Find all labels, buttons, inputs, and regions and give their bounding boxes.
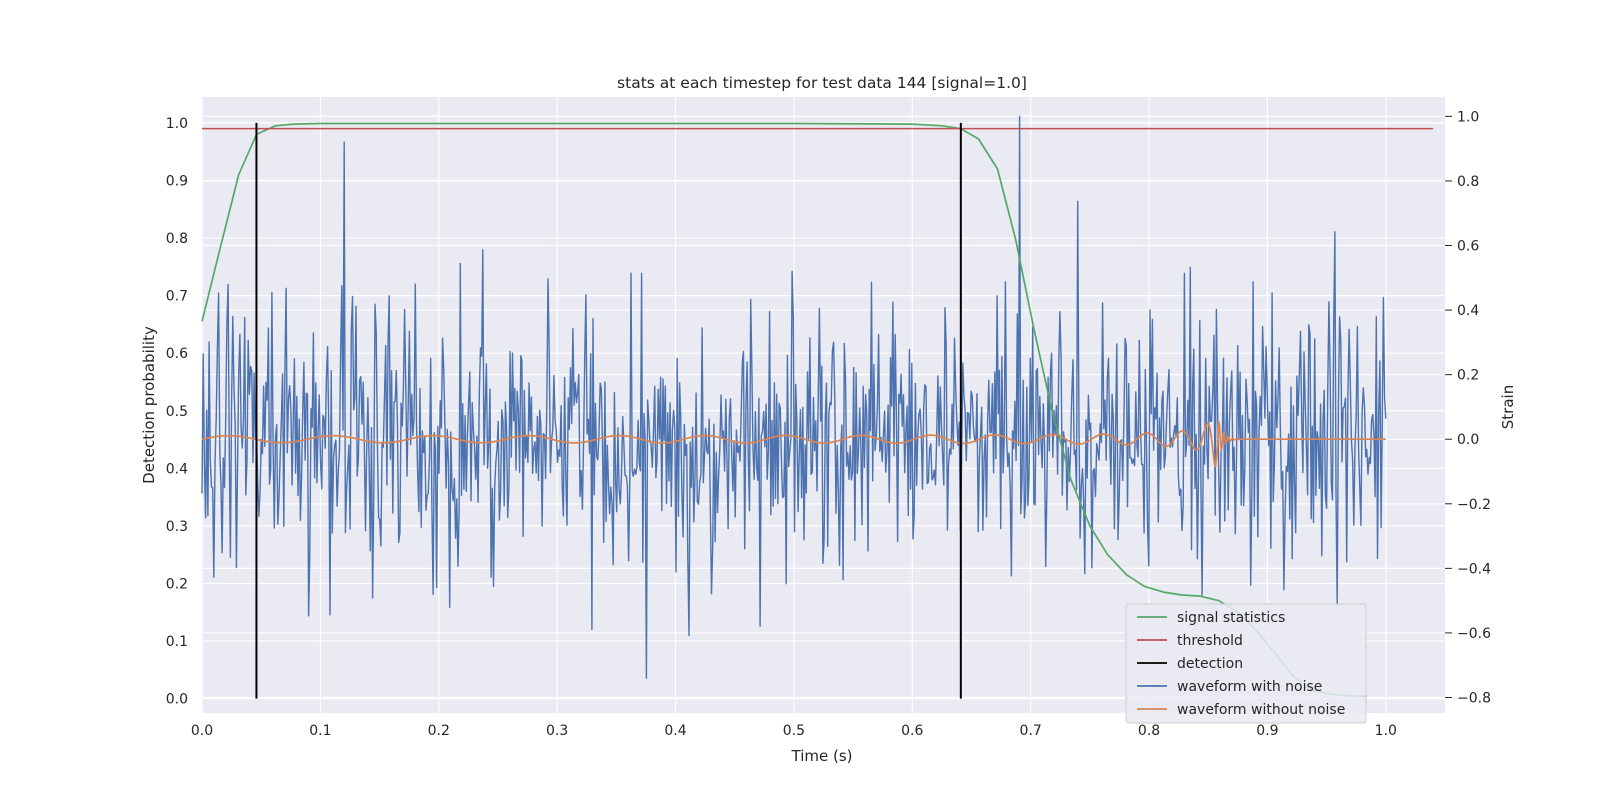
y-tick-label-left: 1.0 <box>166 116 188 132</box>
y-tick-label-left: 0.6 <box>166 346 188 362</box>
y-axis-left-ticks: 0.0 0.1 0.2 0.3 0.4 0.5 0.6 0.7 0.8 0.9 1.0 <box>166 116 188 708</box>
y-tick-label-left: 0.7 <box>166 289 188 305</box>
legend-box <box>1125 603 1367 724</box>
series-line-waveform-without-noise <box>201 421 1387 468</box>
series-line-waveform-with-noise <box>201 115 1387 679</box>
y-tick-label-left: 0.8 <box>166 231 188 247</box>
x-tick-label: 0.4 <box>664 723 686 739</box>
y-tick-label-right: 0.6 <box>1457 239 1479 255</box>
y-axis-right-ticks: −0.8 −0.6 −0.4 −0.2 0.0 0.2 0.4 0.6 0.8 1.0 <box>1445 109 1491 707</box>
y-tick-label-left: 0.1 <box>166 634 188 650</box>
y-tick-label-right: −0.2 <box>1457 497 1491 513</box>
chart-title: stats at each timestep for test data 144… <box>617 74 1027 92</box>
y-tick-label-right: −0.6 <box>1457 626 1491 642</box>
x-tick-label: 0.6 <box>901 723 923 739</box>
x-tick-label: 0.9 <box>1256 723 1278 739</box>
y-tick-label-left: 0.4 <box>166 461 188 477</box>
x-tick-label: 0.8 <box>1138 723 1160 739</box>
y-tick-label-left: 0.2 <box>166 576 188 592</box>
y-tick-label-right: 0.0 <box>1457 432 1479 448</box>
x-tick-label: 0.3 <box>546 723 568 739</box>
x-tick-label: 0.2 <box>428 723 450 739</box>
y-tick-label-left: 0.9 <box>166 173 188 189</box>
chart-legend: signal statistics threshold detection wa… <box>1125 603 1367 724</box>
y-tick-label-right: 1.0 <box>1457 109 1479 125</box>
y-tick-label-right: 0.8 <box>1457 174 1479 190</box>
x-tick-label: 0.5 <box>783 723 805 739</box>
legend-label-waveform-with-noise: waveform with noise <box>1177 679 1322 695</box>
x-axis-label: Time (s) <box>791 747 853 765</box>
y-tick-label-right: −0.4 <box>1457 561 1491 577</box>
y-axis-right-label: Strain <box>1499 385 1517 429</box>
legend-label-waveform-without-noise: waveform without noise <box>1177 702 1345 718</box>
legend-label-detection: detection <box>1177 656 1243 672</box>
y-tick-label-left: 0.3 <box>166 519 188 535</box>
y-tick-label-right: −0.8 <box>1457 691 1491 707</box>
x-tick-label: 0.7 <box>1020 723 1042 739</box>
legend-label-signal-statistics: signal statistics <box>1177 610 1285 626</box>
legend-label-threshold: threshold <box>1177 633 1243 649</box>
y-axis-left-label: Detection probability <box>140 326 158 484</box>
y-tick-label-right: 0.2 <box>1457 368 1479 384</box>
x-axis-ticks: 0.0 0.1 0.2 0.3 0.4 0.5 0.6 0.7 0.8 0.9 1.0 <box>191 723 1397 739</box>
y-tick-label-right: 0.4 <box>1457 303 1479 319</box>
y-tick-label-left: 0.0 <box>166 692 188 708</box>
x-tick-label: 0.1 <box>309 723 331 739</box>
x-tick-label: 1.0 <box>1375 723 1397 739</box>
x-tick-label: 0.0 <box>191 723 213 739</box>
y-tick-label-left: 0.5 <box>166 404 188 420</box>
